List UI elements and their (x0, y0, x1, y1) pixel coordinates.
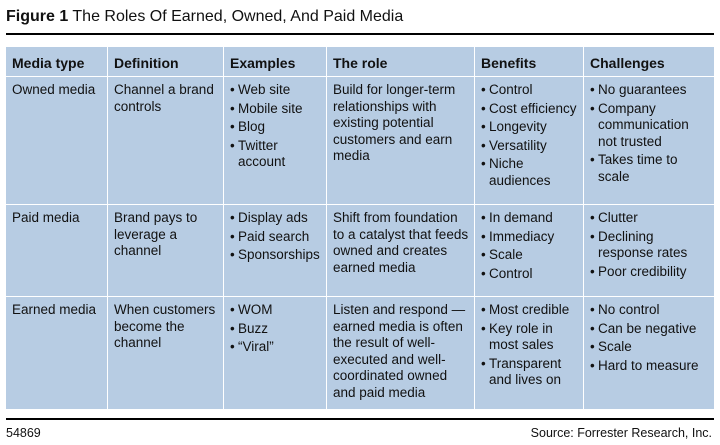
challenge-item: Poor credibility (590, 264, 710, 281)
figure-id: 54869 (6, 426, 41, 440)
definition-cell: Channel a brand controls (108, 77, 224, 204)
header-definition: Definition (108, 47, 224, 76)
benefit-item: Immediacy (481, 229, 579, 246)
table-row: Earned media When customers become the c… (6, 297, 714, 409)
media-type-cell: Owned media (6, 77, 108, 204)
benefit-item: Scale (481, 247, 579, 264)
role-cell: Listen and respond — earned media is oft… (327, 297, 475, 409)
role-cell: Build for longer-term relationships with… (327, 77, 475, 204)
benefit-item: Control (481, 82, 579, 99)
benefits-cell: Most credible Key role in most sales Tra… (475, 297, 584, 409)
figure-label: Figure 1 (6, 8, 69, 25)
examples-cell: WOM Buzz “Viral” (224, 297, 327, 409)
definition-cell: When customers become the channel (108, 297, 224, 409)
challenges-cell: No control Can be negative Scale Hard to… (584, 297, 714, 409)
role-cell: Shift from foundation to a catalyst that… (327, 205, 475, 296)
benefit-item: In demand (481, 210, 579, 227)
challenges-cell: No guarantees Company communication not … (584, 77, 714, 204)
definition-cell: Brand pays to leverage a channel (108, 205, 224, 296)
bottom-rule (6, 418, 714, 420)
example-item: Paid search (230, 229, 322, 246)
benefits-cell: Control Cost efficiency Longevity Versat… (475, 77, 584, 204)
media-roles-table: Media type Definition Examples The role … (6, 47, 714, 409)
benefits-cell: In demand Immediacy Scale Control (475, 205, 584, 296)
header-benefits: Benefits (475, 47, 584, 76)
benefit-item: Versatility (481, 138, 579, 155)
example-item: Mobile site (230, 101, 322, 118)
example-item: Blog (230, 119, 322, 136)
challenge-item: No guarantees (590, 82, 710, 99)
table-header-row: Media type Definition Examples The role … (6, 47, 714, 77)
figure-title: Figure 1 The Roles Of Earned, Owned, And… (6, 6, 403, 28)
benefit-item: Longevity (481, 119, 579, 136)
example-item: “Viral” (230, 339, 322, 356)
table-row: Owned media Channel a brand controls Web… (6, 77, 714, 205)
example-item: WOM (230, 302, 322, 319)
example-item: Sponsorships (230, 247, 322, 264)
benefit-item: Key role in most sales (481, 321, 579, 354)
benefit-item: Control (481, 266, 579, 283)
challenge-item: Declining response rates (590, 229, 710, 262)
example-item: Twitter account (230, 138, 322, 171)
examples-cell: Display ads Paid search Sponsorships (224, 205, 327, 296)
benefit-item: Transparent and lives on (481, 356, 579, 389)
top-rule (6, 33, 714, 35)
benefit-item: Cost efficiency (481, 101, 579, 118)
challenge-item: No control (590, 302, 710, 319)
header-media-type: Media type (6, 47, 108, 76)
example-item: Display ads (230, 210, 322, 227)
source-credit: Source: Forrester Research, Inc. (530, 426, 712, 440)
header-challenges: Challenges (590, 55, 665, 71)
media-type-cell: Paid media (6, 205, 108, 296)
challenge-item: Company communication not trusted (590, 101, 710, 151)
benefit-item: Most credible (481, 302, 579, 319)
challenge-item: Clutter (590, 210, 710, 227)
table-row: Paid media Brand pays to leverage a chan… (6, 205, 714, 297)
challenge-item: Hard to measure (590, 358, 710, 375)
benefit-item: Niche audiences (481, 156, 579, 189)
challenge-item: Can be negative (590, 321, 710, 338)
example-item: Web site (230, 82, 322, 99)
media-type-cell: Earned media (6, 297, 108, 409)
examples-cell: Web site Mobile site Blog Twitter accoun… (224, 77, 327, 204)
header-role: The role (327, 47, 475, 76)
figure-title-text: The Roles Of Earned, Owned, And Paid Med… (72, 8, 404, 25)
example-item: Buzz (230, 321, 322, 338)
challenge-item: Scale (590, 339, 710, 356)
challenges-cell: Clutter Declining response rates Poor cr… (584, 205, 714, 296)
header-examples: Examples (224, 47, 327, 76)
challenge-item: Takes time to scale (590, 152, 710, 185)
